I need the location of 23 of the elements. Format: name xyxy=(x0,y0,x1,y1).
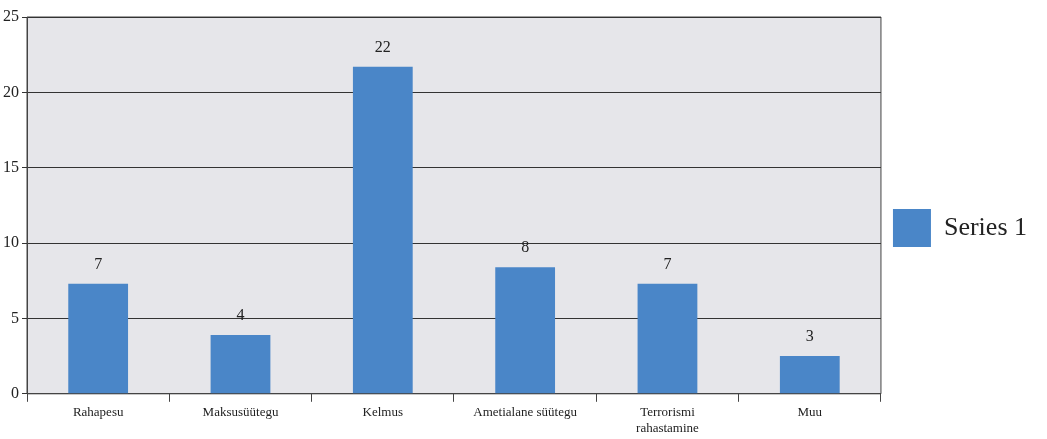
bar xyxy=(495,267,556,394)
data-label: 3 xyxy=(805,327,814,345)
bar xyxy=(637,283,698,394)
legend-label: Series 1 xyxy=(943,211,1028,241)
y-tick-label: 10 xyxy=(3,233,19,251)
y-tick-label: 25 xyxy=(3,7,19,25)
x-tick-label: Kelmus xyxy=(362,404,404,420)
x-tick-label: Terrorismi rahastamine xyxy=(636,404,700,435)
data-label: 22 xyxy=(374,37,391,55)
x-tick-label: Rahapesu xyxy=(72,404,124,420)
y-tick-label: 20 xyxy=(3,82,19,100)
x-tick-label: Ametialane süütegu xyxy=(473,404,578,420)
bar xyxy=(68,283,129,394)
y-tick-label: 5 xyxy=(11,308,19,326)
bar xyxy=(210,335,271,394)
x-tick-label: Muu xyxy=(797,404,823,420)
data-label: 7 xyxy=(94,254,103,272)
data-label: 7 xyxy=(663,254,672,272)
x-tick-label: Maksusüütegu xyxy=(202,404,279,420)
y-tick-label: 15 xyxy=(3,157,19,175)
bar xyxy=(779,356,840,394)
bar xyxy=(352,66,413,394)
y-tick-label: 0 xyxy=(11,384,19,401)
